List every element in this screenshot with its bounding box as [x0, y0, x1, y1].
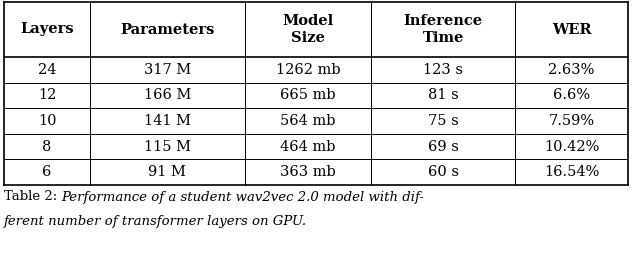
Text: 6.6%: 6.6% — [553, 88, 590, 102]
Text: 16.54%: 16.54% — [544, 165, 599, 179]
Text: 8: 8 — [42, 140, 52, 154]
Text: 141 M: 141 M — [144, 114, 191, 128]
Text: 123 s: 123 s — [424, 63, 463, 77]
Text: Inference
Time: Inference Time — [404, 14, 482, 44]
Text: 12: 12 — [38, 88, 56, 102]
Text: WER: WER — [552, 23, 592, 36]
Text: Layers: Layers — [20, 23, 74, 36]
Text: 10.42%: 10.42% — [544, 140, 599, 154]
Text: 2.63%: 2.63% — [548, 63, 595, 77]
Text: ferent number of transformer layers on GPU.: ferent number of transformer layers on G… — [4, 215, 307, 229]
Text: 1262 mb: 1262 mb — [276, 63, 340, 77]
Text: Parameters: Parameters — [120, 23, 214, 36]
Text: 24: 24 — [38, 63, 56, 77]
Text: 363 mb: 363 mb — [280, 165, 336, 179]
Text: Performance of a student wav2vec 2.0 model with dif-: Performance of a student wav2vec 2.0 mod… — [61, 191, 424, 203]
Text: 564 mb: 564 mb — [280, 114, 336, 128]
Text: 665 mb: 665 mb — [280, 88, 336, 102]
Text: 10: 10 — [38, 114, 56, 128]
Text: Table 2:: Table 2: — [4, 191, 61, 203]
Text: 464 mb: 464 mb — [280, 140, 336, 154]
Text: 69 s: 69 s — [428, 140, 458, 154]
Text: 6: 6 — [42, 165, 52, 179]
Text: 166 M: 166 M — [144, 88, 191, 102]
Text: 7.59%: 7.59% — [548, 114, 595, 128]
Text: 81 s: 81 s — [428, 88, 458, 102]
Text: Model
Size: Model Size — [282, 14, 333, 44]
Text: 75 s: 75 s — [428, 114, 458, 128]
Text: 317 M: 317 M — [144, 63, 191, 77]
Text: 115 M: 115 M — [144, 140, 191, 154]
Text: 91 M: 91 M — [148, 165, 186, 179]
Text: 60 s: 60 s — [428, 165, 459, 179]
